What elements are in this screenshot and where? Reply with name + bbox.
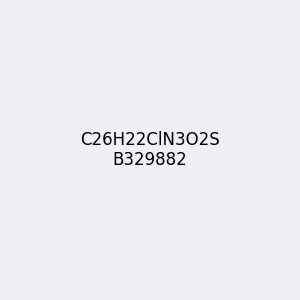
Text: C26H22ClN3O2S
B329882: C26H22ClN3O2S B329882 [80,130,220,170]
